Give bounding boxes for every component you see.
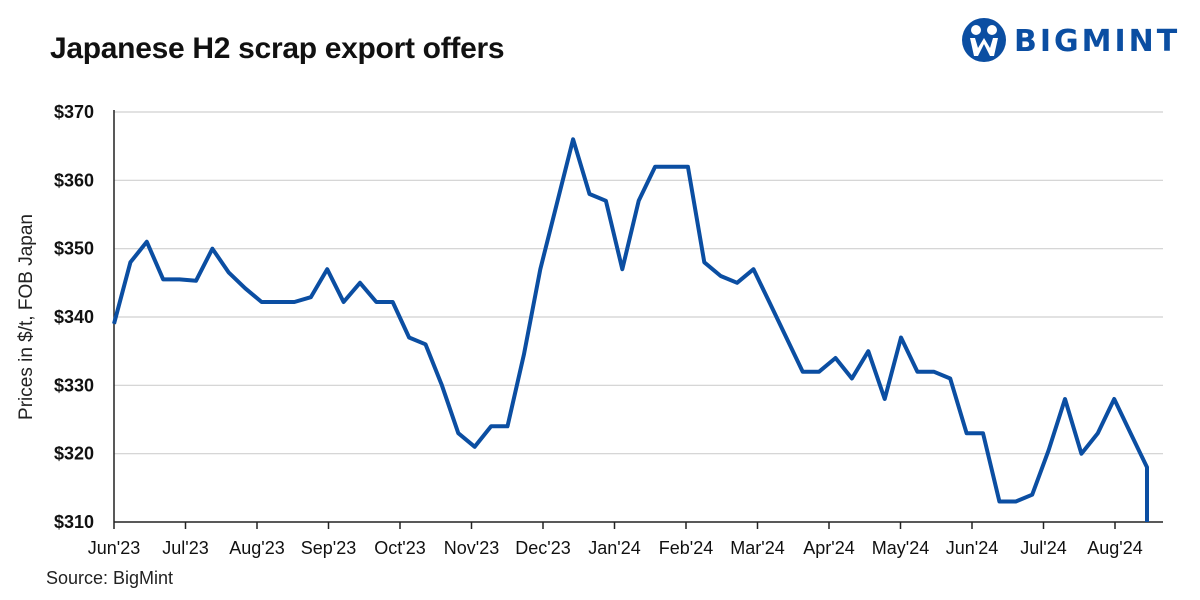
y-axis-title: Prices in $/t, FOB Japan	[16, 214, 37, 420]
bigmint-logo-icon	[962, 18, 1006, 62]
y-tick-label: $350	[54, 239, 94, 259]
x-tick-label: Aug'23	[229, 538, 285, 558]
source-note: Source: BigMint	[46, 568, 174, 588]
gridlines	[114, 111, 1163, 455]
x-tick-label: Apr'24	[803, 538, 854, 558]
y-tick-label: $320	[54, 444, 94, 464]
y-tick-label: $370	[54, 102, 94, 122]
x-tick-label: Oct'23	[374, 538, 425, 558]
x-tick-label: Jun'24	[946, 538, 998, 558]
y-tick-label: $310	[54, 512, 94, 532]
x-tick-label: Nov'23	[444, 538, 499, 558]
bigmint-logo-text: BIGMINT	[1014, 24, 1181, 59]
x-tick-label: Aug'24	[1087, 538, 1143, 558]
x-tick-label: Jan'24	[588, 538, 640, 558]
series-line	[112, 137, 1149, 522]
y-tick-label: $340	[54, 307, 94, 327]
x-tick-label: Dec'23	[515, 538, 570, 558]
x-tick-label: Mar'24	[730, 538, 784, 558]
x-axis: Jun'23 Jul'23 Aug'23 Sep'23 Oct'23 Nov'23 Dec'…	[88, 521, 1163, 558]
x-tick-label: Sep'23	[301, 538, 357, 558]
chart-title: Japanese H2 scrap export offers	[50, 32, 505, 65]
x-tick-label: Jul'23	[162, 538, 208, 558]
series-group	[112, 137, 1149, 522]
y-axis: $310 $320 $330 $340 $350 $360 $370	[54, 102, 115, 532]
x-tick-label: Jun'23	[88, 538, 140, 558]
y-tick-label: $330	[54, 375, 94, 395]
x-tick-label: Feb'24	[659, 538, 713, 558]
y-tick-label: $360	[54, 170, 94, 190]
x-tick-label: May'24	[872, 538, 929, 558]
x-tick-label: Jul'24	[1020, 538, 1066, 558]
bigmint-logo: BIGMINT	[958, 14, 1190, 64]
